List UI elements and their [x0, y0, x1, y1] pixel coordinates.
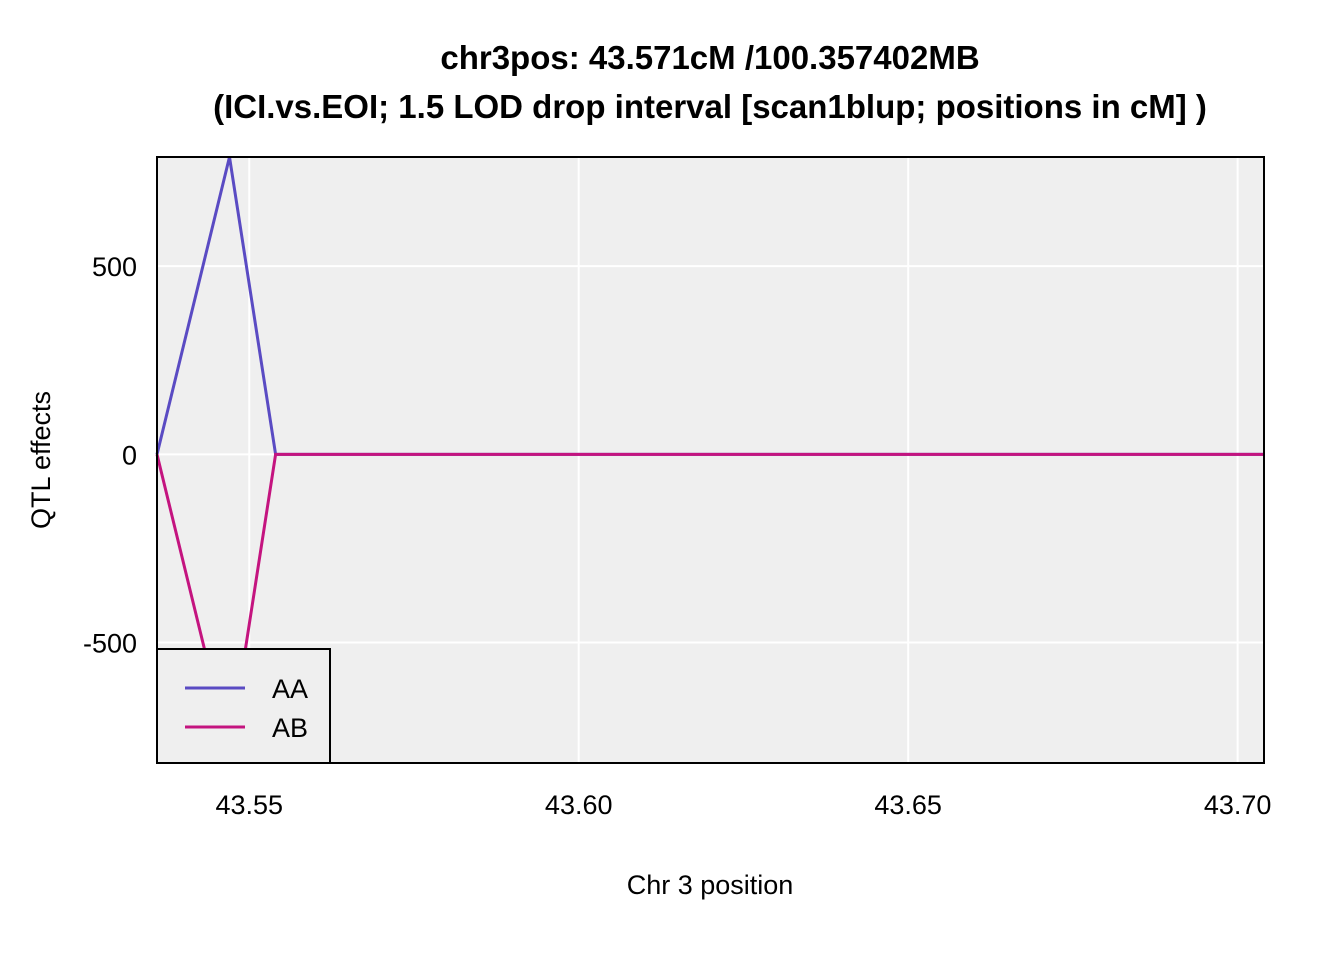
chart-title-line-2: (ICI.vs.EOI; 1.5 LOD drop interval [scan…: [213, 88, 1207, 125]
legend-box: [156, 648, 331, 764]
x-axis-label: Chr 3 position: [627, 870, 794, 900]
y-tick-labels: -500 0 500: [83, 252, 137, 658]
x-tick-labels: 43.55 43.60 43.65 43.70: [215, 790, 1271, 820]
legend-label-aa: AA: [272, 674, 308, 704]
y-tick-label: 0: [122, 440, 137, 470]
series-line-ab: [155, 452, 1264, 753]
series-lines: [155, 156, 1264, 753]
plot-frame: [156, 156, 1265, 764]
y-axis-label: QTL effects: [26, 391, 56, 529]
legend: AA AB: [156, 648, 331, 764]
x-tick-label: 43.55: [215, 790, 283, 820]
y-tick-label: -500: [83, 629, 137, 659]
x-tick-label: 43.70: [1204, 790, 1272, 820]
x-tick-label: 43.65: [874, 790, 942, 820]
chart-title-line-1: chr3pos: 43.571cM /100.357402MB: [440, 39, 979, 76]
y-tick-label: 500: [92, 252, 137, 282]
legend-label-ab: AB: [272, 713, 308, 743]
x-tick-label: 43.60: [545, 790, 613, 820]
plot-background: [157, 157, 1264, 763]
